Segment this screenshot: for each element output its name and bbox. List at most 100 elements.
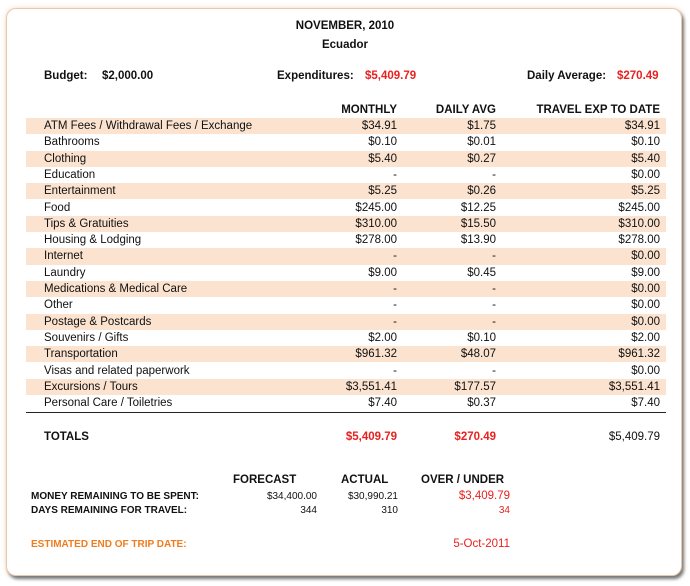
- totals-monthly: $5,409.79: [345, 431, 397, 443]
- monthly-value: $3,551.41: [345, 380, 397, 393]
- monthly-value: $245.00: [355, 201, 397, 214]
- money-remaining-label: MONEY REMAINING TO BE SPENT:: [31, 491, 199, 502]
- monthly-value: -: [393, 250, 397, 263]
- table-row: Laundry $9.00 $0.45 $9.00: [26, 265, 666, 281]
- to-date-value: $0.00: [631, 250, 660, 263]
- monthly-value: $5.40: [368, 152, 397, 165]
- category-label: Internet: [44, 250, 83, 263]
- category-label: Transportation: [44, 348, 118, 361]
- category-label: Medications & Medical Care: [44, 283, 188, 295]
- monthly-value: $7.40: [368, 397, 397, 410]
- monthly-value: $9.00: [368, 266, 397, 279]
- table-row: Food $245.00 $12.25 $245.00: [26, 200, 666, 216]
- money-forecast: $34,400.00: [266, 491, 317, 502]
- daily-avg-value: $0.01: [467, 136, 496, 149]
- table-row: Excursions / Tours $3,551.41 $177.57 $3,551…: [26, 378, 666, 396]
- totals-row: TOTALS $5,409.79 $270.49 $5,409.79: [26, 429, 666, 445]
- totals-divider: [26, 412, 666, 413]
- to-date-value: $245.00: [618, 201, 660, 214]
- budget-value: $2,000.00: [102, 70, 154, 82]
- to-date-value: $278.00: [618, 234, 660, 247]
- table-row: Souvenirs / Gifts $2.00 $0.10 $2.00: [26, 330, 666, 346]
- daily-average-value: $270.49: [617, 70, 659, 82]
- column-headers: MONTHLY DAILY AVG TRAVEL EXP TO DATE: [26, 102, 666, 118]
- page-subtitle: Ecuador: [321, 39, 368, 51]
- category-label: Tips & Gratuities: [44, 217, 129, 230]
- totals-to-date: $5,409.79: [608, 431, 660, 443]
- category-label: Souvenirs / Gifts: [44, 331, 129, 344]
- to-date-value: $0.00: [631, 364, 660, 377]
- money-actual: $30,990.21: [347, 491, 398, 502]
- days-forecast: 344: [300, 505, 317, 516]
- daily-avg-value: $0.37: [467, 397, 496, 410]
- table-row: Bathrooms $0.10 $0.01 $0.10: [26, 134, 666, 150]
- table-row: Housing & Lodging $278.00 $13.90 $278.00: [26, 232, 666, 248]
- category-label: Personal Care / Toiletries: [44, 397, 173, 410]
- col-header-monthly: MONTHLY: [341, 104, 397, 116]
- monthly-value: $961.32: [355, 348, 397, 361]
- table-row: Personal Care / Toiletries $7.40 $0.37 $7.4…: [26, 395, 666, 411]
- to-date-value: $0.00: [631, 299, 660, 312]
- daily-average-label: Daily Average:: [527, 70, 607, 82]
- over-under-header: OVER / UNDER: [421, 474, 505, 486]
- col-header-daily-avg: DAILY AVG: [435, 104, 496, 116]
- expenditures-value: $5,409.79: [365, 70, 417, 82]
- monthly-value: -: [393, 283, 397, 295]
- daily-avg-value: -: [492, 283, 496, 295]
- to-date-value: $0.10: [631, 136, 660, 149]
- forecast-header: FORECAST: [233, 474, 297, 486]
- money-over-under: $3,409.79: [458, 490, 510, 502]
- category-label: Food: [44, 201, 71, 214]
- to-date-value: $2.00: [631, 331, 660, 344]
- to-date-value: $0.00: [631, 168, 660, 181]
- expenditures-label: Expenditures:: [277, 70, 354, 82]
- col-header-to-date: TRAVEL EXP TO DATE: [536, 104, 660, 116]
- monthly-value: $310.00: [355, 217, 397, 230]
- totals-daily: $270.49: [454, 431, 496, 443]
- to-date-value: $0.00: [631, 315, 660, 328]
- days-over-under: 34: [498, 505, 510, 516]
- category-label: Excursions / Tours: [44, 380, 138, 393]
- category-label: Visas and related paperwork: [44, 364, 190, 377]
- monthly-value: $2.00: [368, 331, 397, 344]
- to-date-value: $5.25: [631, 185, 660, 198]
- monthly-value: $278.00: [355, 234, 397, 247]
- to-date-value: $0.00: [631, 283, 660, 295]
- table-row: Tips & Gratuities $310.00 $15.50 $310.00: [26, 215, 666, 233]
- daily-avg-value: -: [492, 364, 496, 377]
- daily-avg-value: -: [492, 315, 496, 328]
- budget-label: Budget:: [44, 70, 88, 82]
- table-row: Visas and related paperwork - - $0.00: [26, 363, 666, 379]
- monthly-value: -: [393, 364, 397, 377]
- category-label: Laundry: [44, 266, 86, 279]
- table-row: Education - - $0.00: [26, 167, 666, 183]
- daily-avg-value: $0.10: [467, 331, 496, 344]
- days-remaining-label: DAYS REMAINING FOR TRAVEL:: [31, 505, 188, 516]
- daily-avg-value: $0.27: [467, 152, 496, 165]
- table-row: Medications & Medical Care - - $0.00: [26, 281, 666, 298]
- category-label: Clothing: [44, 152, 87, 165]
- totals-label: TOTALS: [44, 431, 89, 443]
- daily-avg-value: $13.90: [460, 234, 496, 247]
- table-row: Other - - $0.00: [26, 297, 666, 313]
- category-label: ATM Fees / Withdrawal Fees / Exchange: [44, 120, 253, 132]
- table-row: ATM Fees / Withdrawal Fees / Exchange $34…: [26, 118, 666, 135]
- category-label: Education: [44, 168, 96, 181]
- monthly-value: -: [393, 299, 397, 312]
- category-label: Postage & Postcards: [44, 315, 152, 328]
- to-date-value: $5.40: [631, 152, 660, 165]
- category-label: Entertainment: [44, 185, 116, 198]
- monthly-value: -: [393, 168, 397, 181]
- end-date-label: ESTIMATED END OF TRIP DATE:: [31, 539, 187, 550]
- daily-avg-value: -: [492, 250, 496, 263]
- to-date-value: $961.32: [618, 348, 660, 361]
- table-row: Postage & Postcards - - $0.00: [26, 313, 666, 330]
- monthly-value: $34.91: [361, 120, 397, 132]
- end-date-value: 5-Oct-2011: [453, 538, 510, 550]
- table-row: Transportation $961.32 $48.07 $961.32: [26, 346, 666, 363]
- to-date-value: $34.91: [624, 120, 660, 132]
- daily-avg-value: -: [492, 299, 496, 312]
- table-row: Internet - - $0.00: [26, 248, 666, 265]
- category-label: Other: [44, 299, 73, 312]
- days-actual: 310: [381, 505, 398, 516]
